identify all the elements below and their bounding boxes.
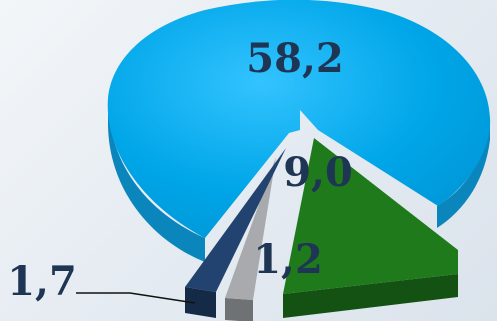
- slice-9-0: [283, 138, 458, 294]
- leader-line-1-7: [76, 292, 196, 304]
- data-label-9-0: 9,0: [283, 149, 353, 196]
- slice-side-1-2: [225, 298, 253, 321]
- slice-58-2: [107, 0, 491, 238]
- slice-side-1-7: [185, 287, 216, 318]
- slice-1-7: [185, 148, 286, 292]
- slice-side-58-2-right: [437, 120, 490, 228]
- data-label-1-7: 1,7: [7, 258, 77, 305]
- data-label-1-2: 1,2: [253, 236, 323, 283]
- slice-side-58-2: [108, 98, 205, 262]
- slice-side-9-0: [283, 274, 458, 318]
- data-label-58-2: 58,2: [246, 35, 343, 82]
